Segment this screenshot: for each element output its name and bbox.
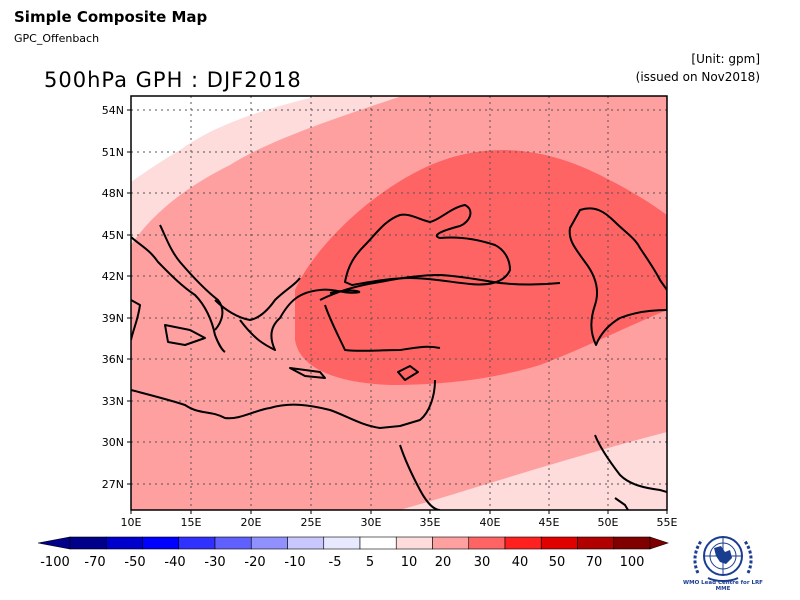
colorbar-label: 5 <box>366 555 374 570</box>
colorbar-label: -70 <box>84 555 105 570</box>
colorbar-label: 10 <box>401 555 418 570</box>
lon-label-50e: 50E <box>598 516 619 529</box>
anomaly-band-5-10-south <box>400 432 667 510</box>
colorbar-label: -40 <box>164 555 185 570</box>
colorbar-swatch <box>577 536 615 550</box>
lon-label-10e: 10E <box>121 516 142 529</box>
lat-label-42n: 42N <box>102 270 124 283</box>
map-frame <box>130 95 668 511</box>
unit-label: [Unit: gpm] <box>691 52 760 66</box>
lat-label-48n: 48N <box>102 187 124 200</box>
lat-label-36n: 36N <box>102 353 124 366</box>
lat-label-51n: 51N <box>102 146 124 159</box>
colorbar-swatch <box>323 536 361 550</box>
colorbar-label: 70 <box>586 555 603 570</box>
lat-label-39n: 39N <box>102 312 124 325</box>
axis-ticks <box>127 109 668 514</box>
anomaly-band-minus5-5 <box>131 96 318 182</box>
lon-label-20e: 20E <box>241 516 262 529</box>
colorbar-swatch <box>142 536 180 550</box>
colorbar-label: -30 <box>204 555 225 570</box>
colorbar-swatch <box>504 536 542 550</box>
map-plot-area <box>131 96 667 510</box>
colorbar-label: 20 <box>435 555 452 570</box>
lon-label-45e: 45E <box>539 516 560 529</box>
lat-label-45n: 45N <box>102 229 124 242</box>
colorbar-label: -20 <box>244 555 265 570</box>
colorbar <box>37 536 669 550</box>
issued-label: (issued on Nov2018) <box>635 70 760 84</box>
colorbar-swatch <box>287 536 325 550</box>
colorbar-swatch <box>468 536 506 550</box>
colorbar-swatch <box>540 536 578 550</box>
colorbar-arrow-low <box>37 536 71 550</box>
colorbar-label: -100 <box>40 555 70 570</box>
lat-label-54n: 54N <box>102 104 124 117</box>
coastlines <box>131 204 667 510</box>
colorbar-arrow-high <box>649 536 669 550</box>
anomaly-core-20-30 <box>295 150 667 385</box>
colorbar-label: -50 <box>124 555 145 570</box>
page-title: Simple Composite Map <box>14 8 208 26</box>
colorbar-swatch <box>178 536 216 550</box>
colorbar-swatch <box>250 536 288 550</box>
wmo-logo <box>693 536 753 582</box>
lon-label-40e: 40E <box>480 516 501 529</box>
colorbar-swatch <box>613 536 651 550</box>
colorbar-label: -5 <box>329 555 342 570</box>
lon-label-30e: 30E <box>361 516 382 529</box>
colorbar-swatch <box>105 536 143 550</box>
colorbar-swatch <box>214 536 252 550</box>
map-title: 500hPa GPH : DJF2018 <box>44 68 302 92</box>
colorbar-swatch <box>69 536 107 550</box>
colorbar-label: 50 <box>549 555 566 570</box>
lon-label-15e: 15E <box>181 516 202 529</box>
lon-label-35e: 35E <box>420 516 441 529</box>
lat-label-33n: 33N <box>102 395 124 408</box>
lat-label-30n: 30N <box>102 436 124 449</box>
lat-label-27n: 27N <box>102 478 124 491</box>
colorbar-swatch <box>432 536 470 550</box>
colorbar-swatch <box>395 536 433 550</box>
source-label: GPC_Offenbach <box>14 32 100 45</box>
colorbar-label: -10 <box>284 555 305 570</box>
colorbar-label: 100 <box>620 555 645 570</box>
lon-label-25e: 25E <box>301 516 322 529</box>
colorbar-swatch <box>359 536 397 550</box>
wmo-caption: WMO Lead Centre for LRF MME <box>683 580 763 592</box>
colorbar-label: 30 <box>474 555 491 570</box>
lon-label-55e: 55E <box>657 516 678 529</box>
colorbar-label: 40 <box>512 555 529 570</box>
